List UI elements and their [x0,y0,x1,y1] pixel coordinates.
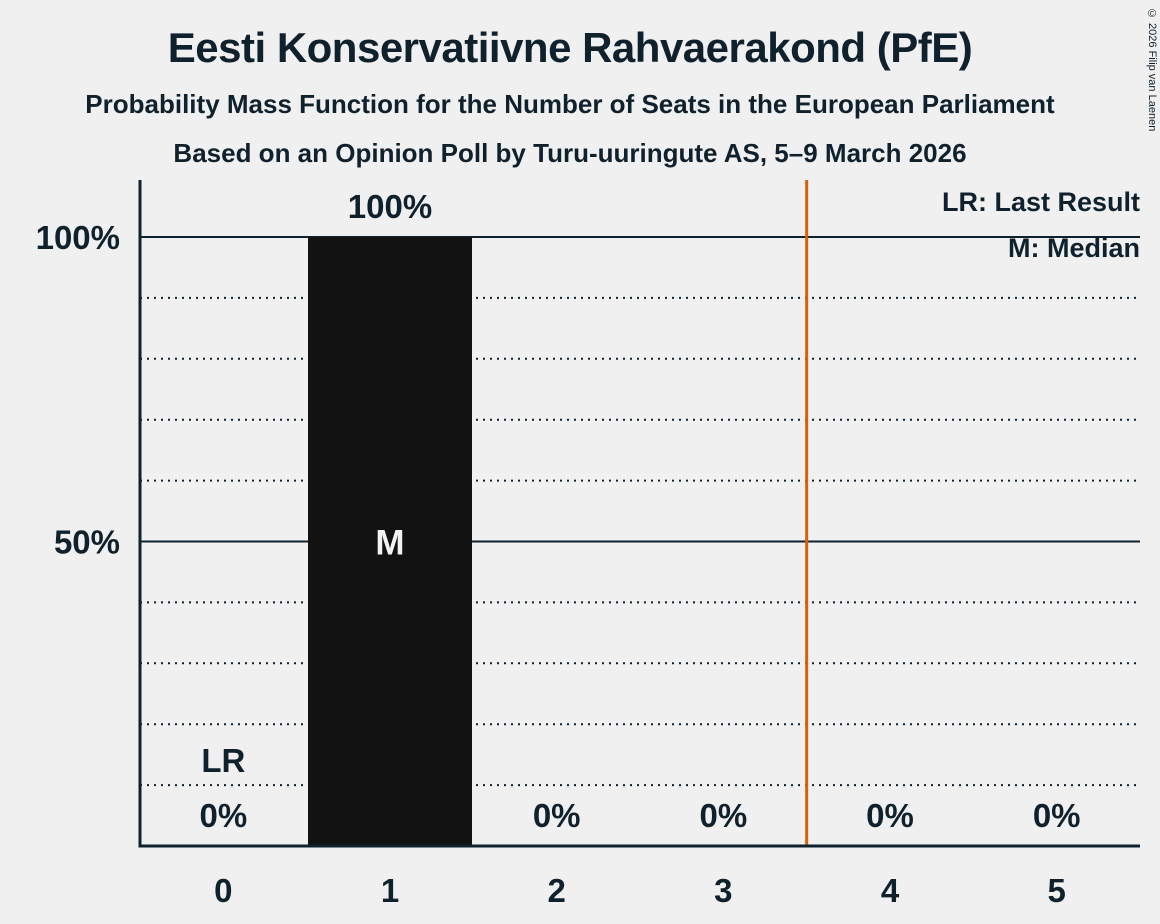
y-axis-label-50: 50% [54,524,120,561]
zero-value-label-5: 0% [1033,797,1081,834]
legend-median: M: Median [1008,233,1140,263]
x-axis-label-2: 2 [547,872,565,909]
x-axis-label-0: 0 [214,872,232,909]
y-axis-label-100: 100% [36,219,120,256]
x-axis-label-1: 1 [381,872,399,909]
page-subtitle: Probability Mass Function for the Number… [85,89,1055,119]
zero-value-label-0: 0% [199,797,247,834]
bar-seats-1 [308,237,472,846]
page-title: Eesti Konservatiivne Rahvaerakond (PfE) [167,24,973,71]
legend-last-result: LR: Last Result [941,187,1140,217]
x-axis-label-4: 4 [881,872,900,909]
bar-value-label-1: 100% [348,188,432,225]
x-axis-label-3: 3 [714,872,732,909]
last-result-marker: LR [201,742,245,779]
zero-value-label-2: 0% [533,797,581,834]
zero-value-label-3: 0% [699,797,747,834]
zero-value-label-4: 0% [866,797,914,834]
x-axis-label-5: 5 [1047,872,1065,909]
copyright-notice: © 2026 Filip van Laenen [1146,8,1158,132]
poll-source-line: Based on an Opinion Poll by Turu-uuringu… [173,138,967,168]
median-marker: M [375,524,404,563]
